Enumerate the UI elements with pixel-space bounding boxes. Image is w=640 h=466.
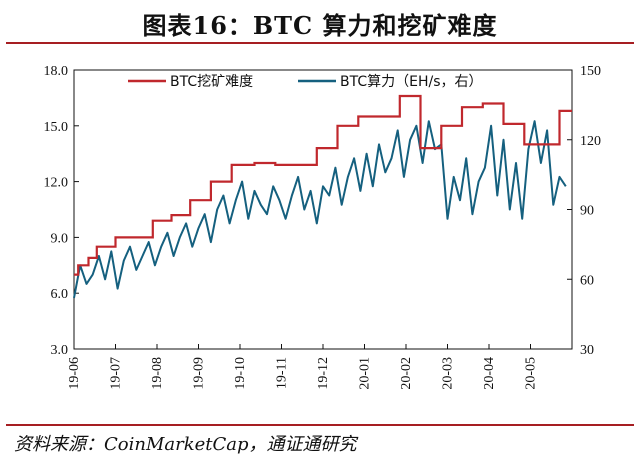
x-tick-label: 19-09: [192, 357, 207, 390]
x-tick-label: 20-05: [524, 357, 539, 390]
title-rule: [6, 42, 634, 44]
x-tick-label: 19-08: [150, 357, 165, 390]
x-tick-label: 20-02: [399, 357, 414, 390]
source-rule: [6, 424, 634, 426]
x-tick-label: 19-11: [275, 357, 290, 389]
x-tick-label: 20-03: [441, 357, 456, 390]
legend-label-difficulty: BTC挖矿难度: [170, 74, 253, 90]
plot-frame: [73, 69, 573, 350]
left-tick-label: 18.0: [44, 64, 69, 79]
right-tick-label: 120: [580, 134, 601, 149]
difficulty-line: [74, 94, 572, 276]
x-tick-label: 19-12: [316, 357, 331, 390]
hashrate-line: [73, 120, 567, 299]
left-tick-label: 12.0: [44, 176, 69, 191]
left-tick-label: 15.0: [44, 120, 69, 135]
page-title: 图表16：BTC 算力和挖矿难度: [142, 11, 498, 40]
left-tick-label: 3.0: [51, 343, 69, 358]
x-tick-label: 20-01: [358, 357, 373, 390]
x-tick-label: 20-04: [482, 357, 497, 390]
right-tick-label: 60: [580, 273, 594, 288]
right-tick-label: 150: [580, 64, 601, 79]
chart-series: [73, 94, 572, 299]
right-tick-label: 30: [580, 343, 594, 358]
left-tick-label: 6.0: [51, 287, 69, 302]
chart-legend: BTC挖矿难度 BTC算力（EH/s，右）: [128, 74, 483, 90]
x-tick-label: 19-06: [67, 357, 82, 390]
left-tick-label: 9.0: [51, 231, 69, 246]
source-note: 资料来源：CoinMarketCap，通证通研究: [14, 434, 357, 455]
right-tick-label: 90: [580, 204, 594, 219]
x-tick-label: 19-07: [109, 357, 124, 390]
chart-axes: 3.0 6.0 9.0 12.0 15.0 18.0 30 60 90 120 150 19-06 19…: [44, 64, 602, 390]
x-tick-label: 19-10: [233, 357, 248, 390]
legend-label-hashrate: BTC算力（EH/s，右）: [340, 74, 483, 90]
